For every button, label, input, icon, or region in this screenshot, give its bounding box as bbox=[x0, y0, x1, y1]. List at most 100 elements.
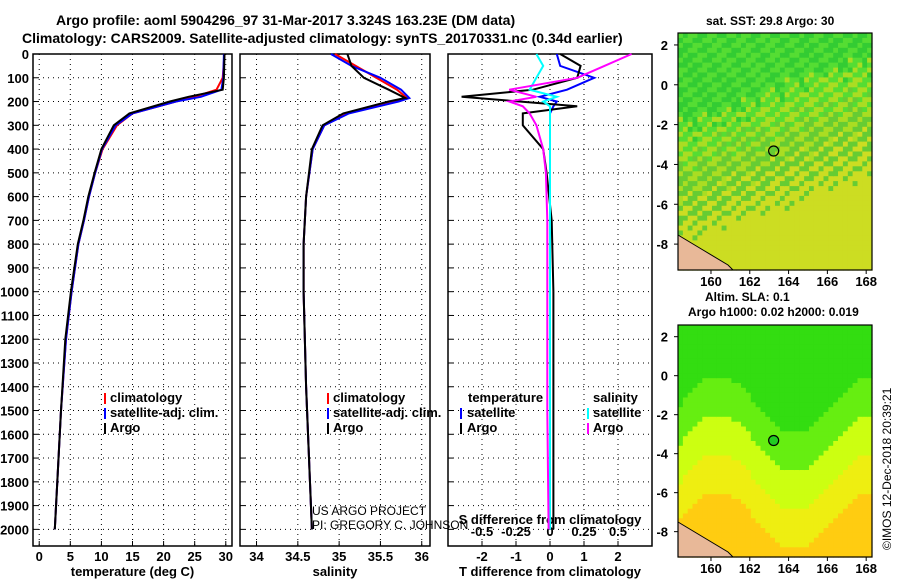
map-cell bbox=[716, 436, 723, 442]
map-cell bbox=[828, 397, 834, 403]
map-cell bbox=[697, 416, 703, 423]
map-cell bbox=[721, 166, 728, 172]
map-cell bbox=[842, 97, 849, 103]
map-cell bbox=[721, 97, 728, 103]
map-cell bbox=[847, 265, 854, 271]
map-cell bbox=[697, 412, 703, 418]
map-cell bbox=[755, 344, 762, 350]
map-cell bbox=[692, 151, 698, 158]
map-cell bbox=[682, 470, 689, 476]
map-cell bbox=[716, 186, 723, 192]
map-cell bbox=[750, 450, 757, 457]
map-cell bbox=[716, 542, 723, 548]
map-cell bbox=[707, 220, 713, 227]
map-cell bbox=[731, 141, 737, 148]
map-cell bbox=[794, 37, 800, 44]
map-cell bbox=[731, 523, 737, 529]
map-cell bbox=[857, 441, 863, 447]
map-cell bbox=[760, 255, 766, 261]
map-cell bbox=[741, 186, 747, 192]
map-cell bbox=[731, 470, 737, 476]
map-cell bbox=[678, 112, 684, 118]
map-cell bbox=[702, 47, 708, 54]
map-cell bbox=[794, 402, 800, 408]
map-cell bbox=[852, 146, 859, 153]
map-cell bbox=[828, 166, 834, 172]
map-cell bbox=[867, 210, 873, 217]
map-cell bbox=[678, 344, 684, 350]
map-cell bbox=[716, 230, 723, 237]
map-cell bbox=[678, 225, 684, 232]
map-cell bbox=[712, 72, 718, 79]
map-cell bbox=[828, 528, 834, 534]
map-cell bbox=[847, 489, 854, 495]
map-cell bbox=[687, 141, 694, 148]
map-cell bbox=[692, 528, 698, 534]
map-cell bbox=[842, 141, 849, 148]
map-cell bbox=[775, 42, 781, 49]
map-cell bbox=[678, 354, 684, 360]
map-cell bbox=[784, 126, 791, 133]
map-cell bbox=[818, 325, 825, 331]
map-cell bbox=[852, 195, 859, 202]
map-cell bbox=[682, 363, 689, 370]
map-cell bbox=[755, 112, 762, 118]
map-cell bbox=[755, 181, 762, 187]
map-cell bbox=[702, 383, 708, 389]
map-cell bbox=[716, 325, 723, 331]
map-cell bbox=[789, 537, 795, 544]
map-cell bbox=[784, 131, 791, 138]
map-cell bbox=[736, 441, 742, 447]
map-cell bbox=[857, 82, 863, 88]
map-cell bbox=[770, 503, 776, 510]
map-cell bbox=[716, 518, 723, 524]
map-cell bbox=[833, 445, 839, 452]
map-cell bbox=[755, 412, 762, 418]
map-cell bbox=[731, 87, 737, 93]
map-frame bbox=[677, 324, 873, 558]
map-cell bbox=[741, 465, 747, 471]
map-cell bbox=[867, 205, 873, 212]
map-cell bbox=[799, 62, 805, 69]
sst-map-title: sat. SST: 29.8 Argo: 30 bbox=[706, 14, 835, 28]
map-cell bbox=[755, 166, 762, 172]
map-cell bbox=[833, 329, 839, 336]
map-cell bbox=[712, 445, 718, 452]
map-cell bbox=[716, 474, 723, 481]
map-cell bbox=[838, 431, 844, 437]
map-cell bbox=[813, 532, 820, 539]
map-cell bbox=[784, 171, 791, 177]
map-cell bbox=[789, 441, 795, 447]
title-line-1: Argo profile: aoml 5904296_97 31-Mar-201… bbox=[56, 12, 516, 28]
map-cell bbox=[779, 474, 786, 481]
map-cell bbox=[784, 37, 791, 44]
y-tick-label: -6 bbox=[656, 197, 668, 212]
map-cell bbox=[775, 426, 781, 432]
map-cell bbox=[687, 383, 694, 389]
map-cell bbox=[678, 508, 684, 515]
map-cell bbox=[726, 195, 732, 202]
map-cell bbox=[838, 387, 844, 394]
map-cell bbox=[862, 87, 868, 93]
map-cell bbox=[697, 102, 703, 108]
map-cell bbox=[857, 392, 863, 399]
map-cell bbox=[702, 436, 708, 442]
map-cell bbox=[833, 92, 839, 98]
map-cell bbox=[813, 112, 820, 118]
map-cell bbox=[779, 225, 786, 232]
map-cell bbox=[809, 339, 815, 345]
map-cell bbox=[678, 363, 684, 370]
map-cell bbox=[726, 460, 732, 466]
map-cell bbox=[833, 195, 839, 202]
map-cell bbox=[745, 402, 752, 408]
map-cell bbox=[779, 542, 786, 548]
map-cell bbox=[697, 513, 703, 519]
map-cell bbox=[784, 334, 791, 341]
map-cell bbox=[799, 166, 805, 172]
map-cell bbox=[736, 171, 742, 177]
map-cell bbox=[823, 412, 829, 418]
map-cell bbox=[842, 265, 849, 271]
map-cell bbox=[862, 479, 868, 486]
map-cell bbox=[770, 97, 776, 103]
map-cell bbox=[828, 195, 834, 202]
